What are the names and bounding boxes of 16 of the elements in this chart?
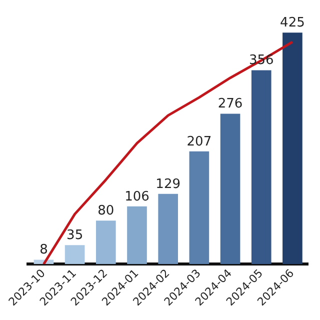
data-label: 207 [186, 134, 212, 150]
bar [189, 151, 210, 264]
data-label: 8 [40, 242, 48, 258]
bar [282, 32, 302, 264]
data-label: 35 [66, 228, 84, 243]
bar [158, 194, 178, 264]
data-label: 425 [280, 16, 305, 31]
data-label: 129 [156, 176, 180, 192]
data-label: 276 [218, 96, 243, 112]
data-label: 80 [98, 203, 114, 218]
data-label: 106 [124, 189, 150, 204]
bar [127, 206, 147, 264]
bar [251, 70, 272, 264]
bar [96, 220, 116, 264]
bar [220, 114, 240, 264]
bar [64, 245, 85, 264]
